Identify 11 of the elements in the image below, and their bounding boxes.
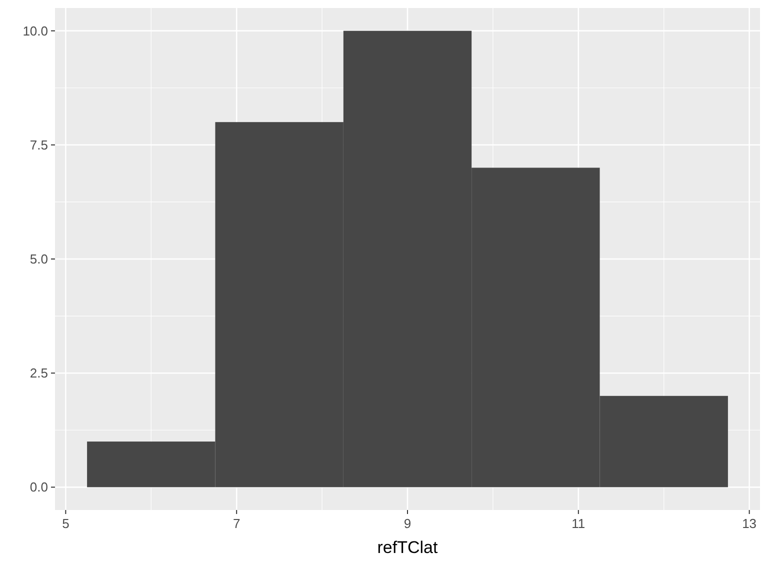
y-tick-label: 0.0	[30, 480, 48, 495]
y-tick-label: 2.5	[30, 366, 48, 381]
x-tick-label: 11	[572, 516, 586, 531]
y-tick-label: 10.0	[22, 23, 48, 38]
x-tick-label: 13	[742, 516, 757, 531]
x-axis-title: refTClat	[377, 538, 438, 557]
x-tick-label: 7	[232, 516, 240, 531]
y-tick-label: 5.0	[30, 252, 48, 267]
y-tick-label: 7.5	[30, 137, 48, 152]
x-tick-label: 5	[62, 516, 70, 531]
x-tick-label: 9	[404, 516, 412, 531]
